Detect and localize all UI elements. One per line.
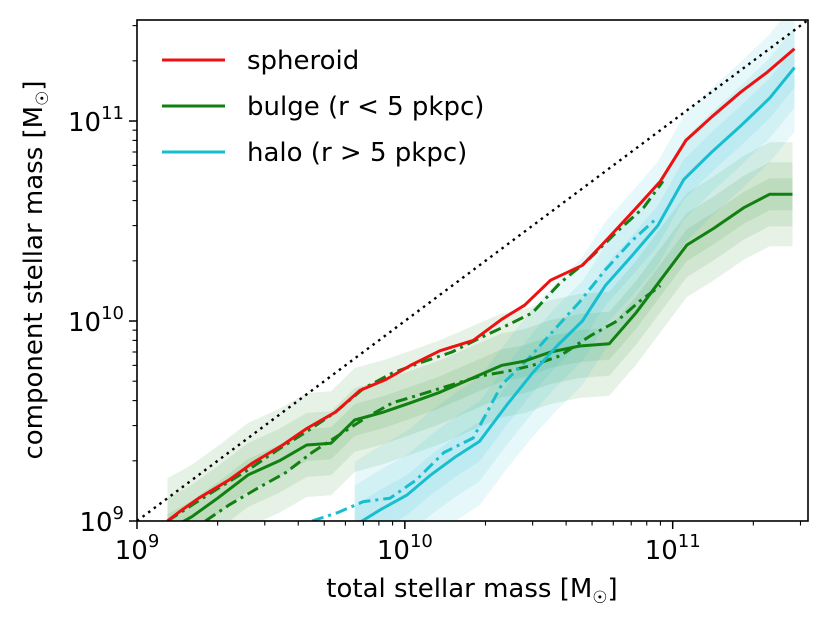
series-line-spheroid-secondary — [166, 180, 665, 521]
series-line-bulge-secondary — [204, 284, 662, 521]
y-tick-label: 109 — [79, 503, 124, 538]
band-1-level-1 — [354, 27, 795, 521]
band-0-level-2 — [167, 178, 793, 521]
y-axis-label: component stellar mass [M☉] — [19, 80, 53, 459]
band-1-level-2 — [354, 47, 795, 521]
y-tick-label: 1011 — [68, 103, 124, 138]
series-line-bulge-r-5-pkpc — [181, 192, 793, 521]
series-lines — [137, 20, 808, 521]
y-unit-symbol: ☉ — [33, 91, 53, 106]
plot-frame — [136, 19, 809, 522]
x-axis-label: total stellar mass [M☉] — [326, 574, 617, 608]
legend-label-bulge: bulge (r < 5 pkpc) — [247, 92, 484, 122]
legend-label-spheroid: spheroid — [247, 46, 359, 76]
series-line-halo-r-5-pkpc — [359, 66, 796, 521]
y-tick-label: 1010 — [68, 303, 124, 338]
legend: spheroid bulge (r < 5 pkpc) halo (r > 5 … — [162, 46, 484, 168]
band-0-level-0 — [167, 142, 793, 521]
axis-ticks: 109 1010 1011 109 1010 1011 — [68, 25, 802, 566]
series-line-halo-secondary — [311, 216, 659, 521]
series-line-spheroid — [166, 47, 796, 521]
band-0-level-1 — [167, 162, 793, 521]
x-tick-label: 1010 — [377, 531, 433, 566]
legend-label-halo: halo (r > 5 pkpc) — [247, 138, 467, 168]
x-tick-label: 1011 — [645, 531, 701, 566]
x-unit-symbol: ☉ — [592, 588, 607, 608]
x-tick-label: 109 — [115, 531, 160, 566]
